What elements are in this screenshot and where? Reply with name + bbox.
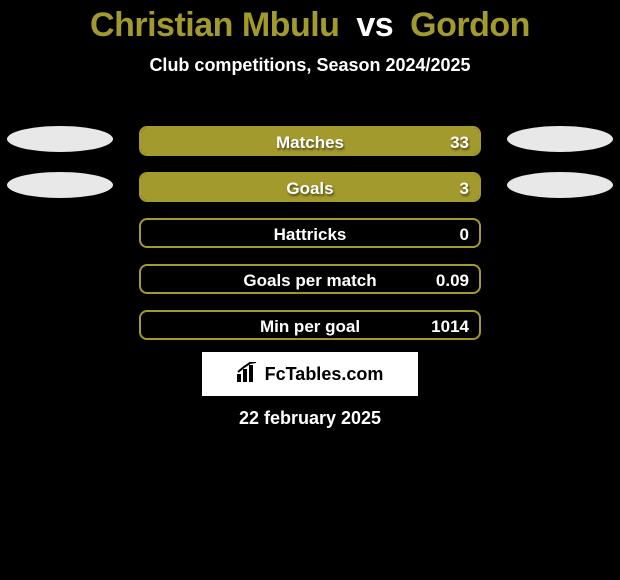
title-vs: vs — [356, 6, 393, 44]
left-ellipse — [7, 172, 113, 198]
bar-value: 0.09 — [436, 266, 469, 296]
stat-row: Hattricks0 — [0, 206, 620, 252]
logo-text: FcTables.com — [265, 364, 384, 385]
bar-track: Min per goal1014 — [139, 310, 481, 340]
left-ellipse — [7, 126, 113, 152]
page-title: Christian Mbulu vs Gordon — [0, 0, 620, 45]
comparison-infographic: Christian Mbulu vs Gordon Club competiti… — [0, 0, 620, 580]
stat-row: Min per goal1014 — [0, 298, 620, 344]
title-player-left: Christian Mbulu — [90, 6, 339, 44]
bar-value: 1014 — [431, 312, 469, 342]
bar-chart-icon — [237, 362, 259, 387]
bar-label: Matches — [141, 128, 479, 158]
bar-label: Hattricks — [141, 220, 479, 250]
stat-row: Goals3 — [0, 160, 620, 206]
bar-label: Goals — [141, 174, 479, 204]
source-logo: FcTables.com — [202, 352, 418, 396]
bar-track: Goals per match0.09 — [139, 264, 481, 294]
subtitle: Club competitions, Season 2024/2025 — [0, 55, 620, 76]
stat-row: Goals per match0.09 — [0, 252, 620, 298]
bar-label: Goals per match — [141, 266, 479, 296]
bar-track: Goals3 — [139, 172, 481, 202]
bar-value: 33 — [450, 128, 469, 158]
date-text: 22 february 2025 — [0, 408, 620, 429]
comparison-rows: Matches33 Goals3 Hattricks0 Goals per match… — [0, 114, 620, 344]
bar-label: Min per goal — [141, 312, 479, 342]
bar-value: 3 — [460, 174, 469, 204]
right-ellipse — [507, 172, 613, 198]
right-ellipse — [507, 126, 613, 152]
title-player-right: Gordon — [410, 6, 530, 44]
bar-track: Matches33 — [139, 126, 481, 156]
stat-row: Matches33 — [0, 114, 620, 160]
bar-track: Hattricks0 — [139, 218, 481, 248]
bar-value: 0 — [460, 220, 469, 250]
